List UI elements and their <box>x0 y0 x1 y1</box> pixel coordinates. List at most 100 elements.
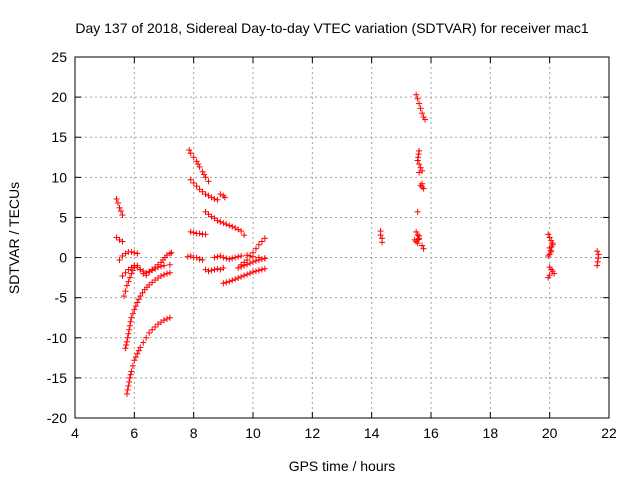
data-point <box>416 169 423 176</box>
data-point <box>416 232 423 239</box>
chart-title: Day 137 of 2018, Sidereal Day-to-day VTE… <box>75 20 588 36</box>
x-tick-label: 8 <box>190 425 198 441</box>
data-point <box>211 195 218 202</box>
data-point <box>131 357 138 364</box>
data-point <box>221 194 228 201</box>
data-point <box>255 267 262 274</box>
y-tick-label: -10 <box>47 330 67 346</box>
data-point <box>226 278 233 285</box>
data-point <box>202 231 209 238</box>
y-tick-label: -20 <box>47 410 67 426</box>
data-point <box>166 261 173 268</box>
x-tick-label: 20 <box>542 425 558 441</box>
data-point <box>143 269 150 276</box>
data-point <box>116 204 123 211</box>
data-point <box>420 185 427 192</box>
data-point <box>229 277 236 284</box>
data-point <box>126 378 133 385</box>
y-tick-label: 15 <box>51 129 67 145</box>
data-point <box>252 268 259 275</box>
data-point <box>261 255 268 262</box>
data-point <box>124 334 131 341</box>
data-point <box>422 116 429 123</box>
data-point <box>258 266 265 273</box>
data-point <box>208 267 215 274</box>
data-point <box>187 176 194 183</box>
data-point <box>217 218 224 225</box>
y-tick-label: -5 <box>55 290 68 306</box>
data-point <box>419 110 426 117</box>
data-point <box>244 271 251 278</box>
data-point <box>193 183 200 190</box>
data-point <box>214 217 221 224</box>
data-point <box>190 229 197 236</box>
data-point <box>140 339 147 346</box>
data-point <box>124 386 131 393</box>
data-point <box>129 362 136 369</box>
data-point <box>161 271 167 278</box>
data-point <box>214 253 221 260</box>
data-point <box>168 249 175 256</box>
data-point <box>220 264 227 271</box>
data-point <box>226 222 233 229</box>
data-point <box>143 334 150 341</box>
data-point <box>116 256 123 263</box>
data-point <box>129 267 136 274</box>
data-point <box>126 326 133 333</box>
x-tick-label: 22 <box>601 425 617 441</box>
data-point <box>158 263 165 270</box>
data-point <box>255 241 262 248</box>
data-point <box>238 273 245 280</box>
data-point <box>232 254 239 261</box>
data-point <box>135 296 142 303</box>
data-point <box>229 255 236 262</box>
data-point <box>163 270 170 277</box>
y-tick-label: 25 <box>51 49 67 65</box>
data-point <box>235 253 242 260</box>
data-point <box>548 243 555 250</box>
data-point <box>187 228 194 235</box>
data-point <box>250 249 256 256</box>
data-point <box>119 238 126 245</box>
data-point <box>414 232 421 239</box>
data-point <box>238 252 245 259</box>
data-point <box>149 326 156 333</box>
data-point <box>229 223 236 230</box>
data-point <box>202 174 209 181</box>
data-point <box>223 255 230 262</box>
data-point <box>122 288 129 295</box>
x-tick-label: 14 <box>364 425 380 441</box>
data-point <box>419 180 426 187</box>
data-point <box>414 240 421 247</box>
data-point <box>551 270 558 277</box>
y-tick-label: 20 <box>51 89 67 105</box>
data-point <box>214 196 221 203</box>
data-point <box>545 231 552 238</box>
data-point <box>134 250 141 257</box>
data-point <box>417 164 424 171</box>
data-point <box>134 299 141 306</box>
data-point <box>235 264 242 271</box>
data-point <box>126 374 133 381</box>
data-point <box>126 274 133 281</box>
data-point <box>252 257 259 264</box>
data-point <box>125 382 132 389</box>
data-point <box>193 158 200 165</box>
x-tick-labels: 4 6 8 10 12 14 16 18 20 22 <box>71 425 617 441</box>
data-point <box>226 256 233 263</box>
y-tick-label: 0 <box>59 250 67 266</box>
data-point <box>115 200 122 207</box>
data-point <box>123 282 130 289</box>
data-point <box>134 350 141 357</box>
data-point <box>117 208 124 215</box>
data-point <box>594 262 601 269</box>
data-point <box>125 330 132 337</box>
data-point <box>414 95 421 102</box>
y-axis-label: SDTVAR / TECUs <box>6 182 22 294</box>
data-point <box>220 220 227 227</box>
data-point <box>196 163 203 170</box>
data-point <box>186 147 193 154</box>
data-points <box>113 91 602 397</box>
data-point <box>123 341 130 348</box>
data-point <box>546 234 553 241</box>
